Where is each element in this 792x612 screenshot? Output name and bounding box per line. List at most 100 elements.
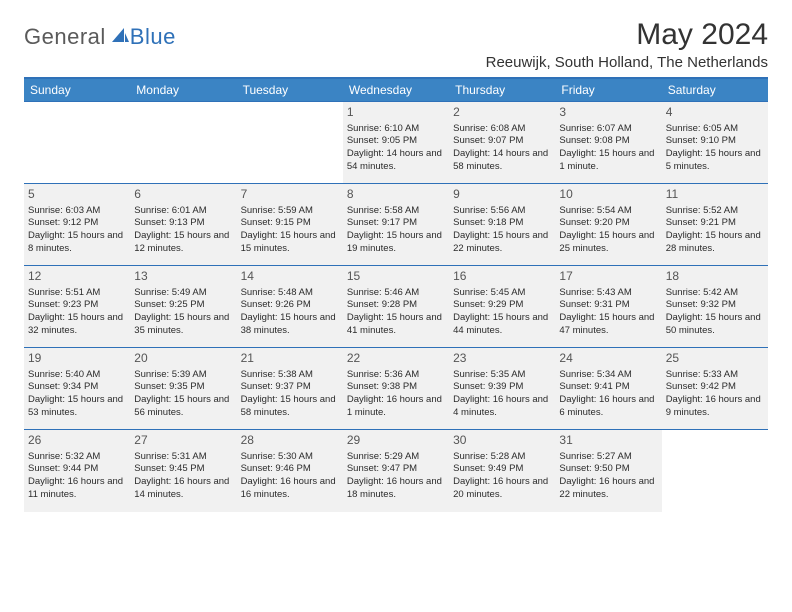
- header: General Blue May 2024 Reeuwijk, South Ho…: [24, 18, 768, 71]
- calendar-day-cell: 1Sunrise: 6:10 AMSunset: 9:05 PMDaylight…: [343, 102, 449, 184]
- day-info: Sunrise: 5:42 AMSunset: 9:32 PMDaylight:…: [666, 287, 764, 338]
- calendar-week-row: 26 Sunrise: 5:32 AMSunset: 9:44 PMDayligh…: [24, 430, 768, 512]
- calendar-day-cell: 6 Sunrise: 6:01 AMSunset: 9:13 PMDaylight…: [130, 184, 236, 266]
- calendar-header-row: Sunday Monday Tuesday Wednesday Thursday…: [24, 78, 768, 102]
- day-number: 8: [347, 187, 445, 203]
- day-info: Sunrise: 5:28 AMSunset: 9:49 PMDaylight:…: [453, 451, 551, 502]
- calendar-day-cell: 23Sunrise: 5:35 AMSunset: 9:39 PMDayligh…: [449, 348, 555, 430]
- day-number: 30: [453, 433, 551, 449]
- day-info: Sunrise: 5:33 AMSunset: 9:42 PMDaylight:…: [666, 369, 764, 420]
- day-info: Sunrise: 5:52 AMSunset: 9:21 PMDaylight:…: [666, 205, 764, 256]
- day-number: 5: [28, 187, 126, 203]
- day-info: Sunrise: 5:32 AMSunset: 9:44 PMDaylight:…: [28, 451, 126, 502]
- day-number: 26: [28, 433, 126, 449]
- calendar-day-cell: 5 Sunrise: 6:03 AMSunset: 9:12 PMDaylight…: [24, 184, 130, 266]
- day-info: Sunrise: 6:08 AMSunset: 9:07 PMDaylight:…: [453, 123, 551, 174]
- day-number: 29: [347, 433, 445, 449]
- calendar-body: 1Sunrise: 6:10 AMSunset: 9:05 PMDaylight…: [24, 102, 768, 512]
- calendar-day-cell: 3Sunrise: 6:07 AMSunset: 9:08 PMDaylight…: [555, 102, 661, 184]
- calendar-day-cell: 17 Sunrise: 5:43 AMSunset: 9:31 PMDayligh…: [555, 266, 661, 348]
- calendar-day-cell: 21 Sunrise: 5:38 AMSunset: 9:37 PMDayligh…: [237, 348, 343, 430]
- day-number: 13: [134, 269, 232, 285]
- day-number: 16: [453, 269, 551, 285]
- day-info: Sunrise: 5:31 AMSunset: 9:45 PMDaylight:…: [134, 451, 232, 502]
- calendar-day-cell: 22 Sunrise: 5:36 AMSunset: 9:38 PMDayligh…: [343, 348, 449, 430]
- location: Reeuwijk, South Holland, The Netherlands: [486, 54, 768, 71]
- day-number: 27: [134, 433, 232, 449]
- dayname-wednesday: Wednesday: [343, 78, 449, 102]
- day-number: 7: [241, 187, 339, 203]
- calendar-day-cell: [237, 102, 343, 184]
- day-info: Sunrise: 5:54 AMSunset: 9:20 PMDaylight:…: [559, 205, 657, 256]
- day-info: Sunrise: 5:43 AMSunset: 9:31 PMDaylight:…: [559, 287, 657, 338]
- calendar-day-cell: 9Sunrise: 5:56 AMSunset: 9:18 PMDaylight…: [449, 184, 555, 266]
- calendar-day-cell: 19 Sunrise: 5:40 AMSunset: 9:34 PMDayligh…: [24, 348, 130, 430]
- logo-text-blue: Blue: [130, 24, 176, 50]
- calendar-day-cell: 12 Sunrise: 5:51 AMSunset: 9:23 PMDayligh…: [24, 266, 130, 348]
- calendar-day-cell: 8 Sunrise: 5:58 AMSunset: 9:17 PMDaylight…: [343, 184, 449, 266]
- day-number: 24: [559, 351, 657, 367]
- calendar-day-cell: 25 Sunrise: 5:33 AMSunset: 9:42 PMDayligh…: [662, 348, 768, 430]
- calendar-day-cell: 14Sunrise: 5:48 AMSunset: 9:26 PMDayligh…: [237, 266, 343, 348]
- calendar-day-cell: 2 Sunrise: 6:08 AMSunset: 9:07 PMDaylight…: [449, 102, 555, 184]
- day-number: 17: [559, 269, 657, 285]
- calendar-day-cell: [24, 102, 130, 184]
- day-info: Sunrise: 5:30 AMSunset: 9:46 PMDaylight:…: [241, 451, 339, 502]
- day-number: 20: [134, 351, 232, 367]
- day-info: Sunrise: 6:07 AMSunset: 9:08 PMDaylight:…: [559, 123, 657, 174]
- day-number: 18: [666, 269, 764, 285]
- logo: General Blue: [24, 24, 176, 50]
- calendar-week-row: 1Sunrise: 6:10 AMSunset: 9:05 PMDaylight…: [24, 102, 768, 184]
- calendar-day-cell: 29 Sunrise: 5:29 AMSunset: 9:47 PMDayligh…: [343, 430, 449, 512]
- dayname-monday: Monday: [130, 78, 236, 102]
- calendar-day-cell: 16Sunrise: 5:45 AMSunset: 9:29 PMDayligh…: [449, 266, 555, 348]
- calendar-day-cell: 30 Sunrise: 5:28 AMSunset: 9:49 PMDayligh…: [449, 430, 555, 512]
- day-number: 12: [28, 269, 126, 285]
- day-number: 19: [28, 351, 126, 367]
- day-number: 15: [347, 269, 445, 285]
- dayname-friday: Friday: [555, 78, 661, 102]
- sail-icon: [110, 26, 130, 49]
- day-number: 4: [666, 105, 764, 121]
- calendar-day-cell: 26 Sunrise: 5:32 AMSunset: 9:44 PMDayligh…: [24, 430, 130, 512]
- day-info: Sunrise: 5:35 AMSunset: 9:39 PMDaylight:…: [453, 369, 551, 420]
- calendar-day-cell: 31Sunrise: 5:27 AMSunset: 9:50 PMDayligh…: [555, 430, 661, 512]
- day-number: 25: [666, 351, 764, 367]
- day-info: Sunrise: 6:10 AMSunset: 9:05 PMDaylight:…: [347, 123, 445, 174]
- day-info: Sunrise: 5:38 AMSunset: 9:37 PMDaylight:…: [241, 369, 339, 420]
- day-info: Sunrise: 6:05 AMSunset: 9:10 PMDaylight:…: [666, 123, 764, 174]
- dayname-thursday: Thursday: [449, 78, 555, 102]
- day-info: Sunrise: 5:49 AMSunset: 9:25 PMDaylight:…: [134, 287, 232, 338]
- dayname-tuesday: Tuesday: [237, 78, 343, 102]
- calendar-day-cell: 15Sunrise: 5:46 AMSunset: 9:28 PMDayligh…: [343, 266, 449, 348]
- day-info: Sunrise: 5:27 AMSunset: 9:50 PMDaylight:…: [559, 451, 657, 502]
- calendar-page: General Blue May 2024 Reeuwijk, South Ho…: [0, 0, 792, 530]
- day-number: 6: [134, 187, 232, 203]
- calendar-week-row: 19 Sunrise: 5:40 AMSunset: 9:34 PMDayligh…: [24, 348, 768, 430]
- day-info: Sunrise: 5:36 AMSunset: 9:38 PMDaylight:…: [347, 369, 445, 420]
- calendar-day-cell: 4 Sunrise: 6:05 AMSunset: 9:10 PMDaylight…: [662, 102, 768, 184]
- calendar-day-cell: [130, 102, 236, 184]
- calendar-week-row: 5 Sunrise: 6:03 AMSunset: 9:12 PMDaylight…: [24, 184, 768, 266]
- day-info: Sunrise: 5:34 AMSunset: 9:41 PMDaylight:…: [559, 369, 657, 420]
- dayname-saturday: Saturday: [662, 78, 768, 102]
- calendar-day-cell: 10Sunrise: 5:54 AMSunset: 9:20 PMDayligh…: [555, 184, 661, 266]
- day-info: Sunrise: 5:51 AMSunset: 9:23 PMDaylight:…: [28, 287, 126, 338]
- day-number: 2: [453, 105, 551, 121]
- calendar-day-cell: 11Sunrise: 5:52 AMSunset: 9:21 PMDayligh…: [662, 184, 768, 266]
- day-info: Sunrise: 5:29 AMSunset: 9:47 PMDaylight:…: [347, 451, 445, 502]
- day-info: Sunrise: 5:56 AMSunset: 9:18 PMDaylight:…: [453, 205, 551, 256]
- title-block: May 2024 Reeuwijk, South Holland, The Ne…: [486, 18, 768, 71]
- day-number: 21: [241, 351, 339, 367]
- calendar-week-row: 12 Sunrise: 5:51 AMSunset: 9:23 PMDayligh…: [24, 266, 768, 348]
- dayname-sunday: Sunday: [24, 78, 130, 102]
- calendar-day-cell: 7 Sunrise: 5:59 AMSunset: 9:15 PMDaylight…: [237, 184, 343, 266]
- day-number: 22: [347, 351, 445, 367]
- day-info: Sunrise: 5:59 AMSunset: 9:15 PMDaylight:…: [241, 205, 339, 256]
- day-info: Sunrise: 6:03 AMSunset: 9:12 PMDaylight:…: [28, 205, 126, 256]
- day-info: Sunrise: 5:40 AMSunset: 9:34 PMDaylight:…: [28, 369, 126, 420]
- day-info: Sunrise: 5:58 AMSunset: 9:17 PMDaylight:…: [347, 205, 445, 256]
- day-info: Sunrise: 6:01 AMSunset: 9:13 PMDaylight:…: [134, 205, 232, 256]
- calendar-day-cell: 28Sunrise: 5:30 AMSunset: 9:46 PMDayligh…: [237, 430, 343, 512]
- calendar-day-cell: 18 Sunrise: 5:42 AMSunset: 9:32 PMDayligh…: [662, 266, 768, 348]
